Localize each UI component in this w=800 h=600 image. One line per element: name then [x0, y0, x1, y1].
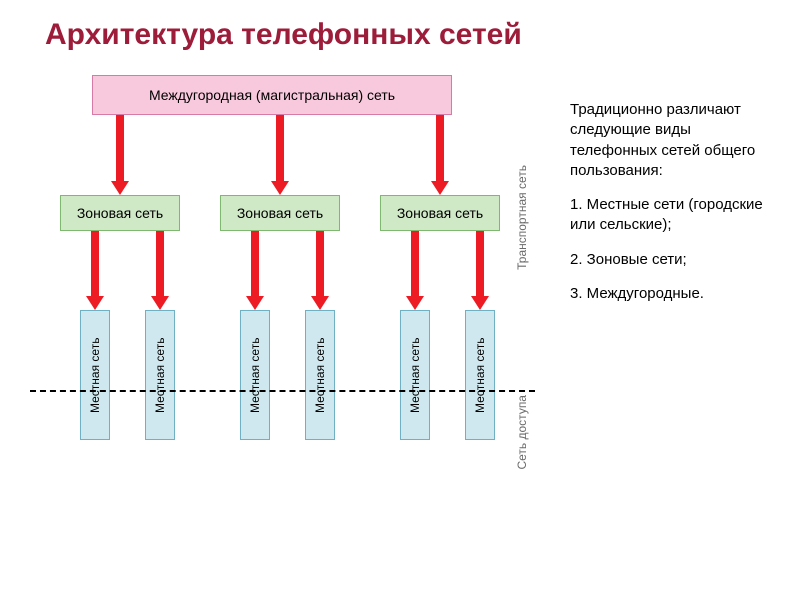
page-title: Архитектура телефонных сетей — [45, 18, 522, 52]
side-p1: Традиционно различают следующие виды тел… — [570, 100, 780, 181]
side-p4: 3. Междугородные. — [570, 284, 780, 304]
arrow-down — [113, 115, 127, 195]
zone-box: Зоновая сеть — [60, 195, 180, 231]
boundary-dashed-line — [30, 390, 535, 392]
local-box: Местная сеть — [145, 310, 175, 440]
diagram-area: Междугородная (магистральная) сеть Зонов… — [30, 75, 550, 575]
arrow-down — [273, 115, 287, 195]
arrow-down — [433, 115, 447, 195]
arrow-down — [88, 231, 102, 310]
local-box: Местная сеть — [80, 310, 110, 440]
zone-box: Зоновая сеть — [220, 195, 340, 231]
zone-box: Зоновая сеть — [380, 195, 500, 231]
local-box: Местная сеть — [400, 310, 430, 440]
local-box: Местная сеть — [240, 310, 270, 440]
local-box: Местная сеть — [465, 310, 495, 440]
label-transport-network: Транспортная сеть — [515, 165, 529, 270]
arrow-down — [408, 231, 422, 310]
arrow-down — [313, 231, 327, 310]
arrow-down — [473, 231, 487, 310]
top-box-trunk: Междугородная (магистральная) сеть — [92, 75, 452, 115]
side-p2: 1. Местные сети (городские или сельские)… — [570, 195, 780, 236]
side-description: Традиционно различают следующие виды тел… — [570, 100, 780, 318]
arrow-down — [153, 231, 167, 310]
label-access-network: Сеть доступа — [515, 395, 529, 470]
arrow-down — [248, 231, 262, 310]
side-p3: 2. Зоновые сети; — [570, 250, 780, 270]
local-box: Местная сеть — [305, 310, 335, 440]
